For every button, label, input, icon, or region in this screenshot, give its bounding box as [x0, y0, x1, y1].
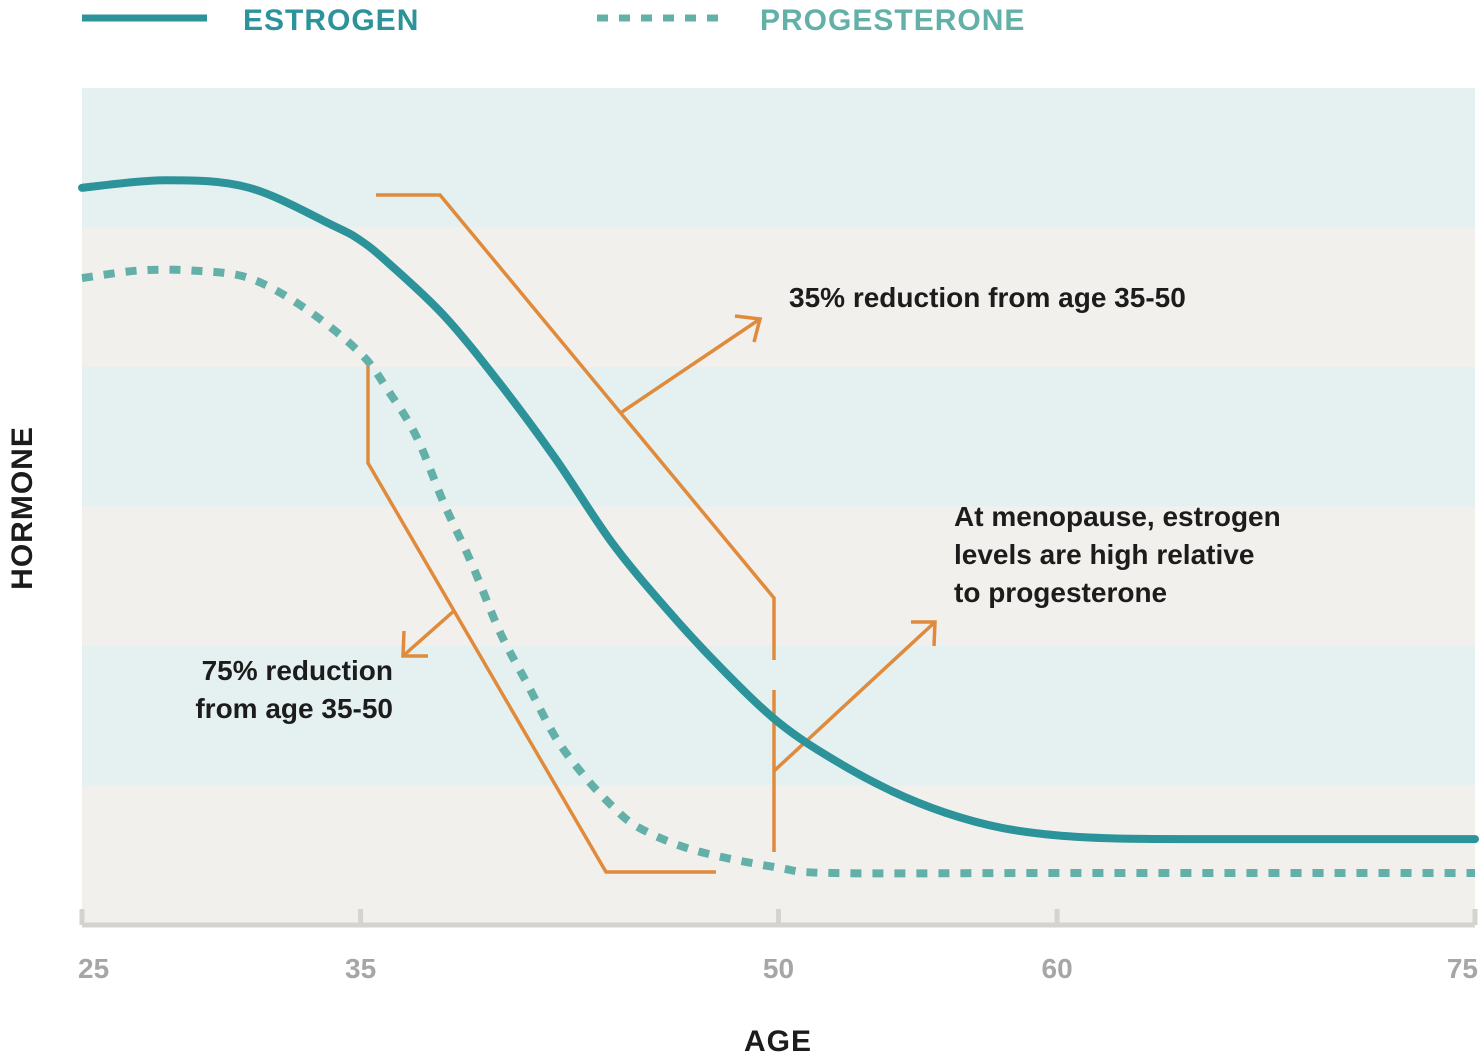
annotation-menopause-line-2: levels are high relative — [954, 539, 1254, 570]
arrow-35-shaft — [621, 317, 761, 414]
arrow-menopause-shaft — [772, 620, 937, 773]
estrogen-reduction-bracket — [376, 193, 776, 660]
arrow-75-head — [401, 630, 428, 658]
annotation-menopause-line-3: to progesterone — [954, 577, 1167, 608]
annotation-75-reduction-line-2: from age 35-50 — [195, 693, 393, 724]
plot-band — [82, 646, 1475, 786]
x-tick-label: 25 — [78, 953, 109, 984]
annotation-75-reduction-line-1: 75% reduction — [202, 655, 393, 686]
legend-estrogen-label: ESTROGEN — [243, 4, 419, 37]
arrow-35-head — [734, 314, 763, 343]
plot-band — [82, 367, 1475, 507]
x-tick-label: 75 — [1447, 953, 1478, 984]
x-tick-label: 35 — [345, 953, 376, 984]
x-tick-label: 60 — [1042, 953, 1073, 984]
legend: ESTROGEN PROGESTERONE — [82, 4, 1025, 37]
annotation-35-reduction: 35% reduction from age 35-50 — [789, 282, 1186, 313]
annotation-menopause-line-1: At menopause, estrogen — [954, 501, 1281, 532]
legend-progesterone-label: PROGESTERONE — [760, 4, 1025, 37]
plot-band — [82, 785, 1475, 926]
x-tick-label: 50 — [763, 953, 794, 984]
y-axis-title: HORMONE — [6, 426, 39, 590]
arrow-75-shaft — [401, 608, 457, 658]
plot-band — [82, 227, 1475, 368]
arrow-menopause-head — [911, 620, 937, 647]
estrogen-line — [78, 176, 1479, 844]
plot-band — [82, 88, 1475, 228]
progesterone-reduction-bracket — [366, 366, 716, 874]
plot-band — [82, 506, 1475, 647]
plot-bands — [82, 88, 1475, 926]
progesterone-line — [81, 265, 1475, 878]
annotation-brackets — [366, 193, 937, 874]
x-axis-ticks: 25 35 50 60 75 — [78, 909, 1478, 984]
x-axis-title: AGE — [744, 1025, 812, 1058]
